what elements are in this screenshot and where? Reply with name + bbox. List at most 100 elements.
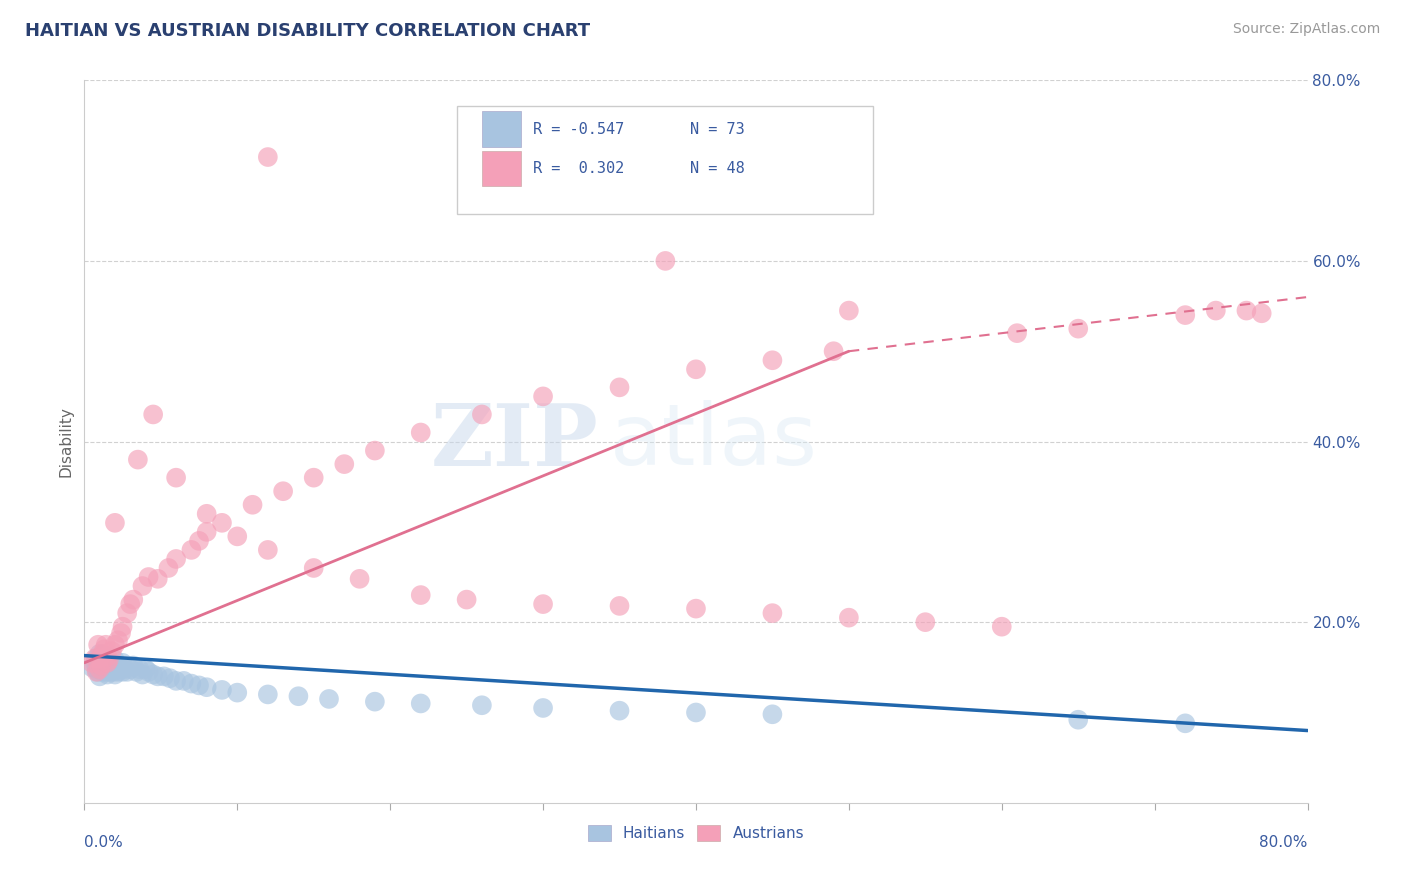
Point bbox=[96, 655, 118, 669]
Point bbox=[84, 656, 107, 670]
Point bbox=[96, 660, 118, 674]
Point bbox=[609, 704, 631, 718]
Point bbox=[502, 182, 524, 196]
Point bbox=[127, 452, 149, 467]
Point bbox=[131, 667, 153, 681]
Text: N = 48: N = 48 bbox=[690, 161, 745, 177]
Point bbox=[111, 665, 134, 679]
Point bbox=[110, 626, 132, 640]
Point bbox=[89, 660, 111, 674]
Point bbox=[97, 662, 120, 676]
Text: atlas: atlas bbox=[610, 400, 818, 483]
Point bbox=[94, 656, 117, 670]
Point bbox=[90, 662, 112, 676]
Point bbox=[195, 507, 218, 521]
Point bbox=[471, 698, 494, 713]
Point bbox=[609, 380, 631, 394]
Point bbox=[111, 620, 134, 634]
Point bbox=[97, 656, 120, 670]
Point bbox=[104, 638, 127, 652]
Point bbox=[146, 572, 169, 586]
Point bbox=[97, 653, 120, 667]
Point bbox=[1205, 303, 1227, 318]
Point bbox=[122, 592, 145, 607]
Point bbox=[86, 651, 108, 665]
Point bbox=[89, 647, 111, 661]
Point bbox=[1005, 326, 1028, 340]
Point bbox=[101, 656, 124, 670]
Point bbox=[226, 685, 249, 699]
FancyBboxPatch shape bbox=[457, 105, 873, 214]
Point bbox=[1174, 308, 1197, 322]
Point bbox=[128, 662, 150, 676]
Point bbox=[257, 687, 280, 701]
Point bbox=[142, 667, 165, 681]
Text: R =  0.302: R = 0.302 bbox=[533, 161, 624, 177]
Point bbox=[1174, 716, 1197, 731]
Point bbox=[1067, 713, 1090, 727]
Point bbox=[257, 150, 280, 164]
Point bbox=[165, 471, 187, 485]
Point bbox=[685, 362, 707, 376]
Point bbox=[1250, 306, 1272, 320]
Point bbox=[86, 662, 108, 676]
Point bbox=[89, 662, 111, 676]
Point bbox=[180, 676, 202, 690]
Point bbox=[302, 561, 325, 575]
Point bbox=[226, 529, 249, 543]
Point bbox=[195, 680, 218, 694]
Point bbox=[93, 649, 115, 664]
Point bbox=[531, 701, 554, 715]
Point bbox=[257, 542, 280, 557]
Point bbox=[105, 662, 128, 676]
Point bbox=[107, 665, 129, 679]
Point bbox=[91, 651, 114, 665]
Point bbox=[333, 457, 356, 471]
Point bbox=[173, 673, 195, 688]
Text: 80.0%: 80.0% bbox=[1260, 835, 1308, 850]
Point bbox=[271, 484, 294, 499]
Point bbox=[87, 638, 110, 652]
Point bbox=[991, 620, 1014, 634]
Point bbox=[107, 633, 129, 648]
Text: R = -0.547: R = -0.547 bbox=[533, 121, 624, 136]
Point bbox=[94, 638, 117, 652]
Point bbox=[609, 599, 631, 613]
Point bbox=[96, 656, 118, 670]
Point bbox=[96, 667, 118, 681]
Point bbox=[1236, 303, 1258, 318]
Point bbox=[101, 644, 124, 658]
Point bbox=[159, 671, 181, 685]
Point bbox=[80, 656, 103, 670]
Point bbox=[471, 408, 494, 422]
Point bbox=[89, 669, 111, 683]
Point bbox=[131, 579, 153, 593]
Point bbox=[195, 524, 218, 539]
Point bbox=[211, 682, 233, 697]
Point bbox=[409, 697, 432, 711]
Point bbox=[409, 425, 432, 440]
Point bbox=[409, 588, 432, 602]
Point bbox=[91, 665, 114, 679]
Point bbox=[138, 570, 160, 584]
Point bbox=[94, 665, 117, 679]
Point bbox=[89, 651, 111, 665]
Point bbox=[364, 695, 387, 709]
Point bbox=[93, 656, 115, 670]
Point bbox=[98, 658, 121, 673]
FancyBboxPatch shape bbox=[482, 112, 522, 147]
Point bbox=[914, 615, 936, 630]
Text: HAITIAN VS AUSTRIAN DISABILITY CORRELATION CHART: HAITIAN VS AUSTRIAN DISABILITY CORRELATI… bbox=[25, 22, 591, 40]
Point bbox=[138, 665, 160, 679]
Legend: Haitians, Austrians: Haitians, Austrians bbox=[583, 821, 808, 846]
Point bbox=[838, 610, 860, 624]
FancyBboxPatch shape bbox=[482, 151, 522, 186]
Point bbox=[80, 660, 103, 674]
Point bbox=[87, 665, 110, 679]
Point bbox=[111, 656, 134, 670]
Point bbox=[103, 665, 125, 679]
Y-axis label: Disability: Disability bbox=[58, 406, 73, 477]
Text: Source: ZipAtlas.com: Source: ZipAtlas.com bbox=[1233, 22, 1381, 37]
Point bbox=[84, 651, 107, 665]
Point bbox=[685, 601, 707, 615]
